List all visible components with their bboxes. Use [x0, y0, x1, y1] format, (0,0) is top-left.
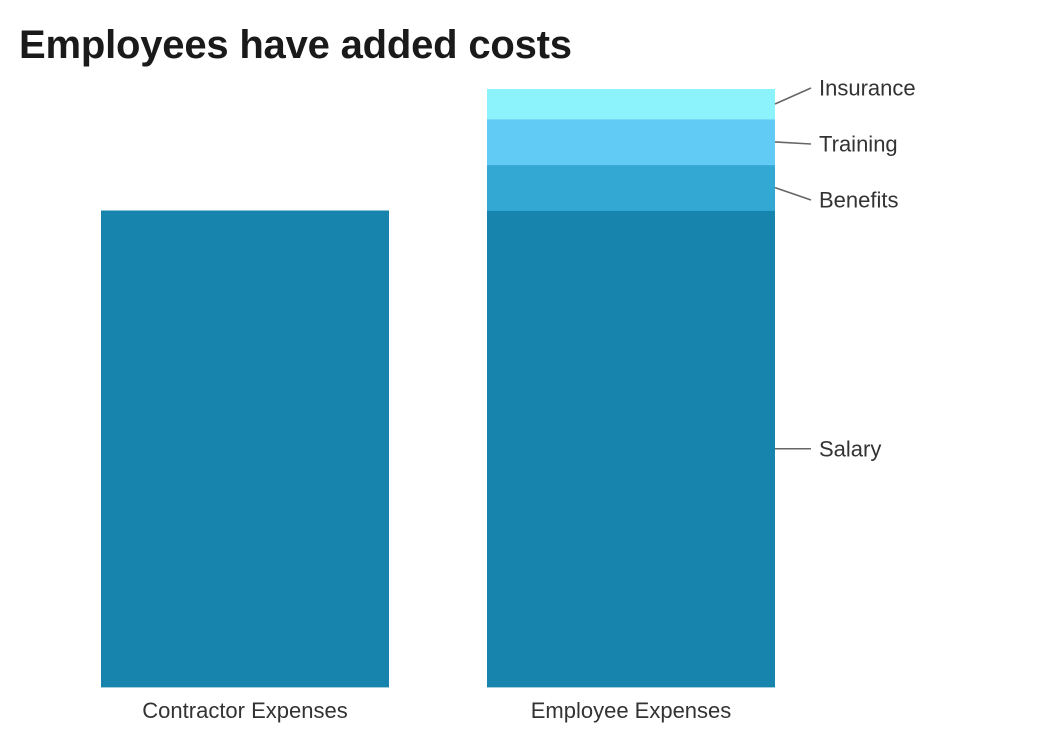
segment-label-insurance: Insurance — [819, 76, 916, 101]
segment-label-training: Training — [819, 132, 898, 157]
bar-employee-expenses-benefits-segment — [487, 164, 775, 211]
segment-label-salary: Salary — [819, 436, 881, 461]
segment-leader-lines — [774, 87, 812, 450]
labels-layer: Contractor Expenses Salary Benefits Trainin… — [142, 76, 915, 724]
category-label-employee-expenses: Employee Expenses — [531, 698, 732, 723]
leader-line-benefits — [774, 186, 812, 201]
leader-line-training — [774, 141, 812, 145]
leader-line-insurance — [774, 87, 812, 105]
segment-label-benefits: Benefits — [819, 188, 899, 213]
bars-layer — [101, 89, 775, 688]
bar-employee-expenses-training-segment — [487, 119, 775, 166]
chart-title: Employees have added costs — [19, 23, 572, 67]
category-label-contractor-expenses: Contractor Expenses — [142, 698, 347, 723]
bar-contractor-expenses-segment — [101, 210, 389, 688]
bar-employee-expenses-salary-segment — [487, 210, 775, 688]
bar-employee-expenses-insurance-segment — [487, 89, 775, 120]
